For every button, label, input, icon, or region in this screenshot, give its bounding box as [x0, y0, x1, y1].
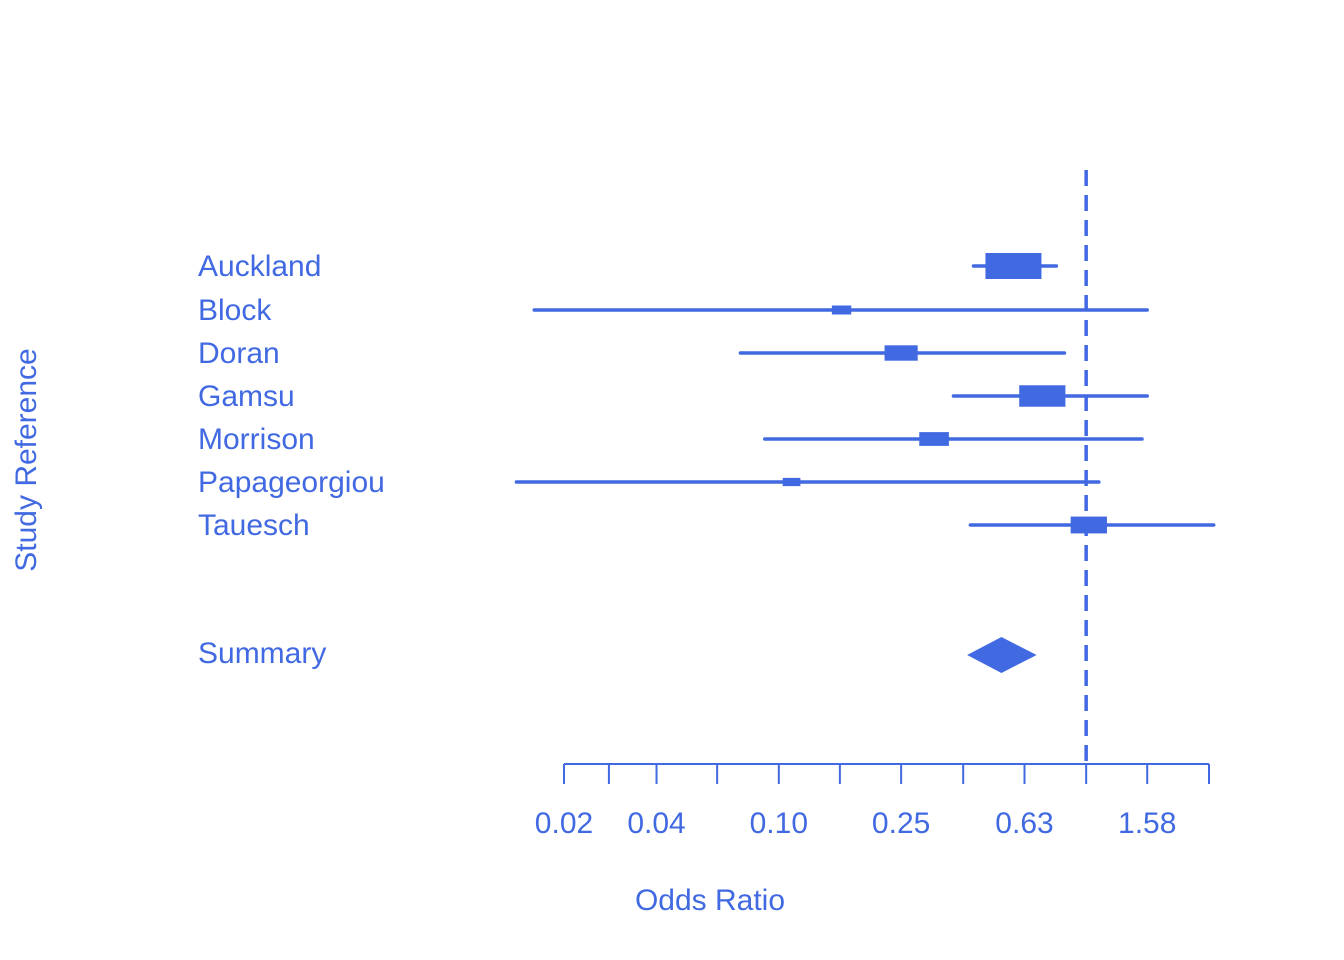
x-axis: 0.02 0.04 0.10 0.25 0.63 1.58	[535, 763, 1210, 840]
study-label: Gamsu	[198, 380, 295, 413]
point-estimate-box	[1070, 516, 1107, 534]
study-label: Block	[198, 294, 272, 327]
summary-label: Summary	[198, 637, 326, 670]
x-axis-title: Odds Ratio	[635, 884, 785, 917]
x-tick-label: 0.04	[627, 807, 685, 840]
point-estimate-box	[919, 432, 949, 446]
point-estimate-box	[884, 345, 918, 361]
point-estimate-box	[985, 253, 1042, 279]
point-estimate-box	[831, 305, 852, 315]
x-tick-label: 1.58	[1118, 807, 1176, 840]
x-tick-label: 0.25	[872, 807, 930, 840]
x-tick-label: 0.63	[995, 807, 1053, 840]
study-label: Papageorgiou	[198, 466, 385, 499]
summary-diamond	[967, 637, 1037, 673]
study-label: Auckland	[198, 250, 321, 283]
point-estimate-box	[782, 477, 801, 487]
study-labels: Auckland Block Doran Gamsu Morrison Papageorg…	[198, 250, 385, 670]
point-estimate-box	[1019, 385, 1066, 407]
x-tick-label: 0.02	[535, 807, 593, 840]
y-axis-title: Study Reference	[10, 348, 43, 571]
study-label: Morrison	[198, 423, 315, 456]
x-tick-label: 0.10	[750, 807, 808, 840]
confidence-intervals	[514, 253, 1216, 673]
study-label: Tauesch	[198, 509, 310, 542]
study-label: Doran	[198, 337, 280, 370]
